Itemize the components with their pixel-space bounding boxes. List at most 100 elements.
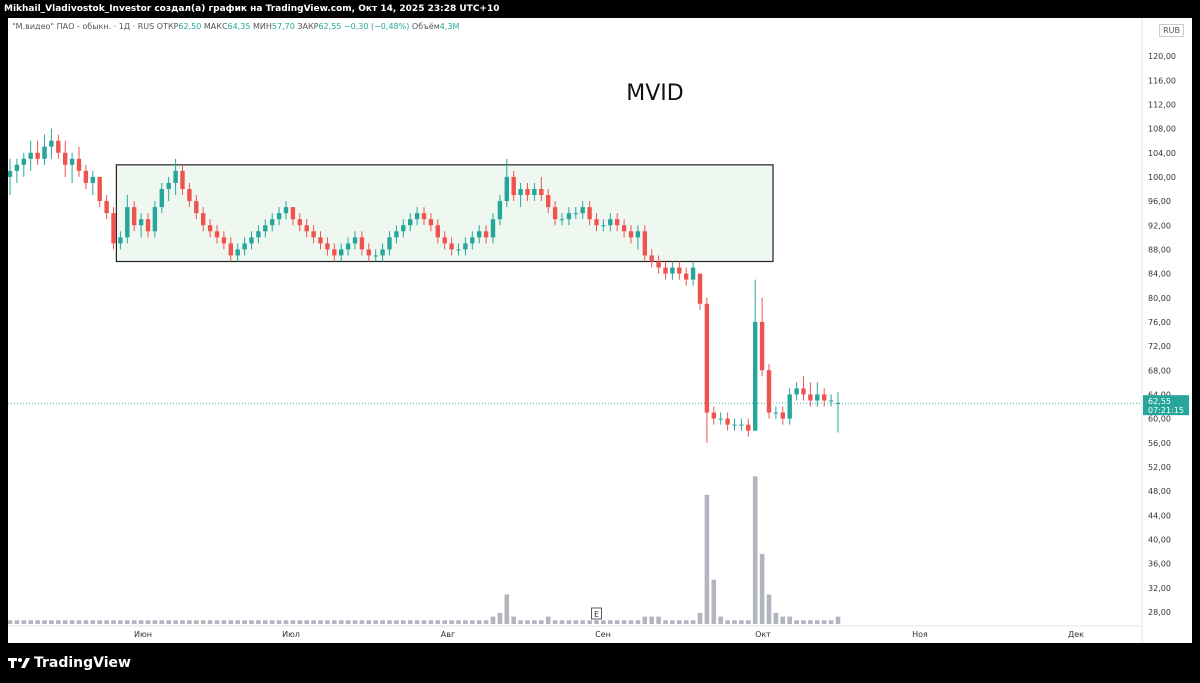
candle-body [463, 243, 468, 250]
candle-body [69, 158, 75, 165]
y-tick-label: 116,00 [1148, 76, 1176, 85]
volume-bar [435, 620, 441, 624]
volume-bar [104, 620, 109, 624]
volume-bar [276, 620, 282, 624]
volume-bar [387, 620, 392, 624]
candle-body [214, 231, 220, 238]
candle-body [42, 146, 47, 159]
volume-bar [773, 612, 779, 624]
y-tick-label: 112,00 [1148, 100, 1176, 109]
volume-bar [118, 620, 123, 624]
chart-canvas[interactable]: 120,00 116,00 112,00 108,00 104,00 100,00 96,0… [8, 18, 1192, 643]
last-price-badge[interactable] [1143, 395, 1189, 416]
candle-body [180, 170, 185, 189]
candle-body [21, 158, 26, 165]
volume-bar [808, 620, 813, 624]
candle-body [339, 249, 344, 256]
candle-body [835, 403, 841, 405]
tradingview-logo-text: TradingView [34, 655, 131, 671]
candle-body [249, 237, 254, 244]
candle-body [504, 176, 509, 202]
y-tick-label: 28,00 [1148, 608, 1171, 617]
volume-bar [352, 620, 358, 624]
candle-body [780, 412, 785, 419]
candle-body [794, 388, 799, 395]
y-tick-label: 120,00 [1148, 52, 1176, 61]
chart-panel[interactable]: 120,00 116,00 112,00 108,00 104,00 100,00 96,0… [8, 18, 1192, 643]
candle-body [387, 237, 392, 250]
candle-body [221, 237, 227, 244]
volume-bar [14, 620, 20, 624]
candle-body [490, 219, 496, 238]
volume-bar [380, 620, 385, 624]
volume-bar [125, 620, 130, 624]
y-tick-label: 100,00 [1148, 173, 1176, 182]
candle-body [83, 170, 89, 183]
volume-bar [594, 620, 599, 624]
volume-bar [21, 620, 27, 624]
volume-bar [90, 620, 96, 624]
candle-body [552, 207, 558, 220]
candle-body [725, 418, 730, 425]
symbol-name[interactable]: "М.видео" ПАО - обыкн. · 1Д · RUS [12, 22, 155, 31]
currency-badge[interactable]: RUB [1159, 24, 1184, 37]
candle-body [649, 255, 654, 262]
volume-bar [497, 612, 503, 624]
volume-bar [49, 620, 54, 624]
tradingview-logo[interactable]: TradingView [8, 655, 131, 671]
low-value: 57,70 [271, 22, 295, 31]
candle-body [421, 213, 427, 220]
volume-bar [504, 594, 510, 624]
volume-bar [345, 620, 351, 624]
low-label: МИН [253, 22, 272, 31]
candle-body [145, 219, 151, 232]
candle-body [8, 170, 13, 177]
y-tick-label: 48,00 [1148, 487, 1171, 496]
candle-body [311, 231, 316, 238]
candle-body [690, 267, 696, 280]
candle-body [822, 394, 827, 401]
tradingview-logo-icon [8, 658, 30, 668]
volume-bar [76, 620, 82, 624]
candle-body [677, 267, 682, 274]
candle-body [263, 225, 268, 232]
volume-bar [28, 620, 33, 624]
candle-body [242, 243, 247, 250]
candle-body [470, 237, 475, 244]
volume-bar [525, 620, 530, 624]
volume-bar [159, 620, 165, 624]
volume-bar [421, 620, 427, 624]
volume-bar [180, 620, 185, 624]
volume-bar [8, 620, 13, 624]
candle-body [442, 237, 447, 244]
candle-body [449, 243, 454, 250]
candle-body [546, 195, 551, 208]
candle-body [808, 394, 813, 401]
y-tick-label: 52,00 [1148, 463, 1171, 472]
candle-body [628, 231, 634, 238]
high-label: МАКС [203, 22, 228, 31]
volume-bar [801, 620, 806, 624]
volume-value: 4,3M [439, 22, 460, 31]
volume-bar [318, 620, 323, 624]
candle-body [815, 394, 820, 401]
candle-body [759, 321, 765, 371]
candle-body [684, 273, 689, 280]
x-tick-label: Июл [282, 630, 300, 639]
candle-body [787, 394, 792, 419]
volume-bar [407, 620, 413, 624]
candle-body [345, 243, 351, 250]
candle-body [773, 412, 779, 414]
symbol-legend: "М.видео" ПАО - обыкн. · 1Д · RUS ОТКР62… [12, 22, 459, 31]
earnings-marker[interactable] [591, 607, 602, 620]
volume-bar [539, 620, 544, 624]
candle-body [173, 170, 178, 183]
volume-bar [780, 616, 786, 624]
candle-body [801, 388, 806, 395]
candle-body [456, 249, 461, 251]
x-tick-label: Окт [755, 630, 771, 639]
volume-bar [670, 620, 675, 624]
volume-bar [187, 620, 192, 624]
candle-body [601, 225, 606, 227]
volume-bar [401, 620, 406, 624]
